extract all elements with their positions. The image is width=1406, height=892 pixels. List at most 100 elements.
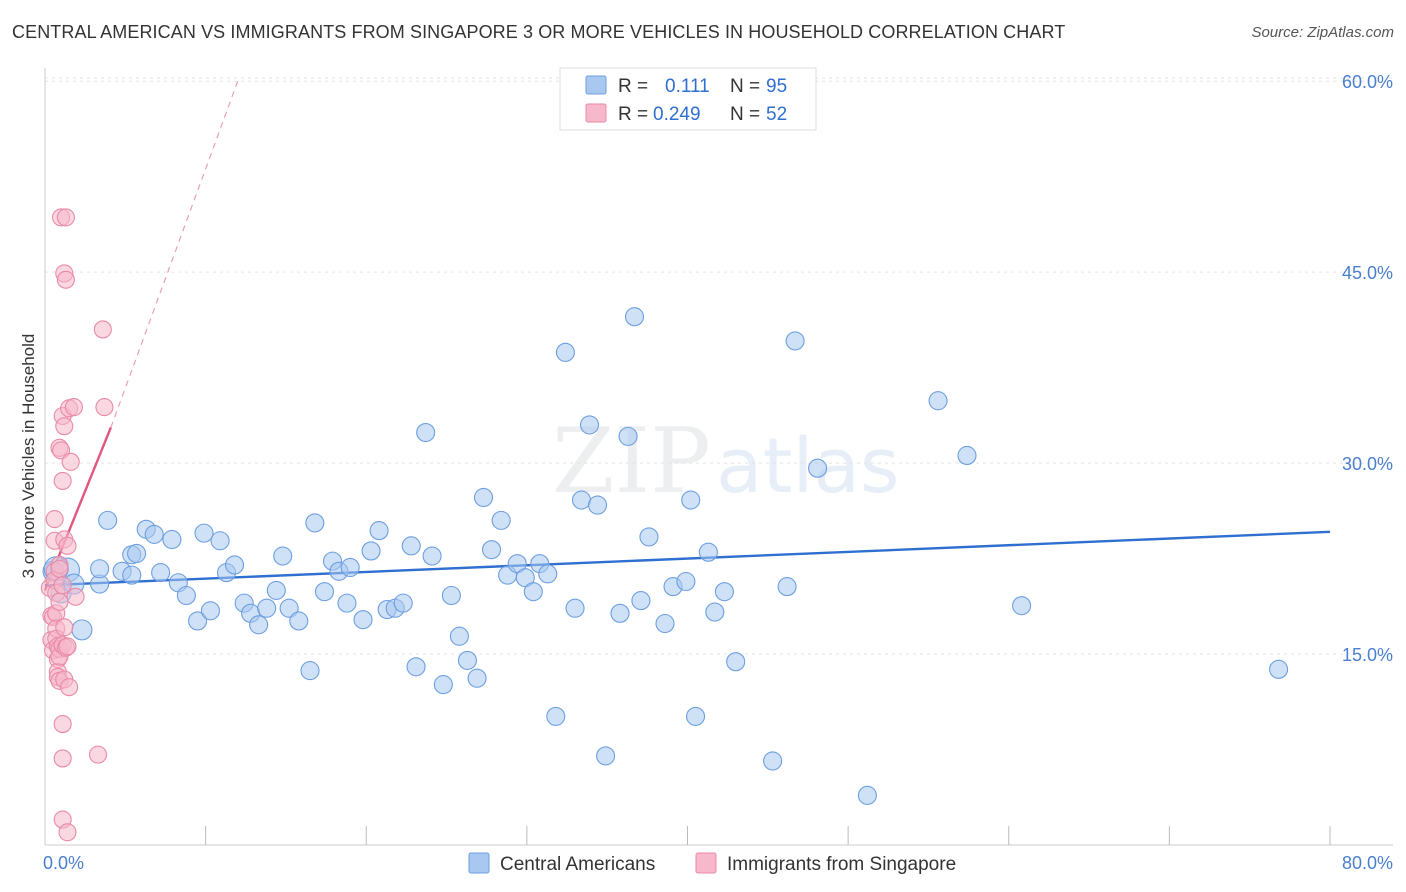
point-central-americans bbox=[928, 391, 948, 411]
legend-r-label: R = bbox=[618, 76, 648, 97]
point-immigrants-from-singapore bbox=[58, 637, 77, 656]
point-central-americans bbox=[579, 415, 600, 435]
bottom-legend: Central Americans Immigrants from Singap… bbox=[468, 852, 956, 875]
point-central-americans bbox=[705, 602, 725, 622]
y-tick-label: 60.0% bbox=[1342, 72, 1393, 92]
point-immigrants-from-singapore bbox=[88, 745, 108, 764]
point-central-americans bbox=[194, 523, 214, 543]
point-central-americans bbox=[393, 593, 413, 613]
point-central-americans bbox=[473, 487, 494, 508]
point-immigrants-from-singapore bbox=[56, 270, 75, 289]
x-tick-label-min: 0.0% bbox=[43, 853, 84, 873]
point-central-americans bbox=[596, 746, 616, 766]
point-central-americans bbox=[546, 706, 566, 726]
point-central-americans bbox=[122, 565, 142, 585]
legend-n-label: N = bbox=[730, 104, 760, 125]
point-immigrants-from-singapore bbox=[53, 715, 72, 734]
point-central-americans bbox=[416, 422, 436, 443]
point-central-americans bbox=[224, 555, 245, 575]
point-central-americans bbox=[565, 598, 585, 618]
y-tick-labels: 15.0% 30.0% 45.0% 60.0% bbox=[1342, 72, 1393, 665]
point-central-americans bbox=[777, 577, 797, 597]
x-tick-label-max: 80.0% bbox=[1342, 853, 1393, 873]
point-central-americans bbox=[433, 675, 453, 695]
source-credit: Source: ZipAtlas.com bbox=[1251, 24, 1394, 41]
bottom-legend-label-central-americans: Central Americans bbox=[500, 854, 655, 875]
point-central-americans bbox=[655, 613, 675, 634]
point-immigrants-from-singapore bbox=[58, 823, 77, 842]
point-immigrants-from-singapore bbox=[55, 417, 74, 436]
legend-n-label: N = bbox=[730, 76, 760, 97]
point-immigrants-from-singapore bbox=[60, 678, 79, 697]
point-central-americans bbox=[571, 490, 592, 510]
point-central-americans bbox=[618, 426, 638, 446]
point-central-americans bbox=[957, 445, 977, 466]
point-central-americans bbox=[698, 542, 718, 562]
point-central-americans bbox=[401, 536, 421, 556]
point-central-americans bbox=[337, 593, 357, 613]
point-central-americans bbox=[340, 557, 360, 578]
point-central-americans bbox=[685, 706, 706, 726]
point-central-americans bbox=[188, 611, 208, 631]
point-central-americans bbox=[457, 650, 477, 670]
point-central-americans bbox=[763, 751, 783, 771]
point-central-americans bbox=[726, 652, 746, 672]
point-central-americans bbox=[279, 598, 299, 618]
point-immigrants-from-singapore bbox=[64, 398, 83, 417]
point-central-americans bbox=[785, 331, 805, 351]
bottom-legend-swatch-immigrants-from-singapore bbox=[695, 852, 717, 874]
point-immigrants-from-singapore bbox=[53, 471, 72, 490]
point-central-americans bbox=[273, 546, 293, 566]
point-central-americans bbox=[144, 524, 164, 544]
axes bbox=[44, 68, 1393, 846]
legend-n-value: 52 bbox=[766, 104, 787, 125]
y-tick-label: 15.0% bbox=[1342, 645, 1393, 665]
point-immigrants-from-singapore bbox=[95, 398, 114, 417]
point-central-americans bbox=[353, 610, 373, 630]
point-central-americans bbox=[90, 559, 110, 579]
point-immigrants-from-singapore bbox=[53, 749, 72, 768]
point-central-americans bbox=[538, 564, 558, 584]
point-central-americans bbox=[289, 611, 309, 631]
legend-n-value: 95 bbox=[766, 76, 787, 97]
point-immigrants-from-singapore bbox=[93, 320, 112, 339]
y-axis-title: 3 or more Vehicles in Household bbox=[19, 334, 38, 579]
legend: R = 0.111 N = 95 R = 0.249 N = 52 bbox=[559, 67, 817, 131]
point-immigrants-from-singapore bbox=[53, 576, 72, 595]
legend-r-value: 0.111 bbox=[665, 76, 710, 97]
point-immigrants-from-singapore bbox=[66, 587, 85, 606]
point-immigrants-from-singapore bbox=[58, 536, 77, 555]
point-central-americans bbox=[676, 571, 696, 592]
point-central-americans bbox=[266, 580, 286, 600]
point-immigrants-from-singapore bbox=[55, 618, 74, 637]
legend-r-value: 0.249 bbox=[653, 104, 701, 125]
point-central-americans bbox=[305, 513, 325, 533]
point-central-americans bbox=[808, 458, 828, 478]
point-central-americans bbox=[555, 342, 575, 362]
points-immigrants-from-singapore bbox=[40, 208, 114, 842]
point-central-americans bbox=[162, 529, 182, 550]
point-immigrants-from-singapore bbox=[50, 559, 69, 578]
y-tick-label: 30.0% bbox=[1342, 454, 1393, 474]
legend-r-label: R = bbox=[618, 104, 648, 125]
trend-lines bbox=[43, 80, 1331, 591]
legend-swatch-immigrants-from-singapore bbox=[585, 103, 607, 123]
point-central-americans bbox=[441, 585, 461, 606]
point-central-americans bbox=[587, 495, 608, 515]
chart-title: CENTRAL AMERICAN VS IMMIGRANTS FROM SING… bbox=[12, 22, 1066, 42]
point-central-americans bbox=[300, 661, 320, 681]
bottom-legend-swatch-central-americans bbox=[468, 852, 490, 874]
gridlines bbox=[45, 77, 1393, 655]
point-central-americans bbox=[467, 668, 487, 688]
trend-line-central-americans bbox=[44, 530, 1331, 587]
point-immigrants-from-singapore bbox=[61, 452, 80, 471]
point-central-americans bbox=[200, 601, 220, 621]
point-central-americans bbox=[491, 510, 511, 530]
legend-swatch-central-americans bbox=[585, 75, 607, 95]
y-tick-label: 45.0% bbox=[1342, 263, 1393, 283]
point-central-americans bbox=[98, 510, 118, 530]
point-central-americans bbox=[314, 582, 335, 602]
point-central-americans bbox=[71, 619, 93, 641]
point-central-americans bbox=[249, 615, 269, 635]
